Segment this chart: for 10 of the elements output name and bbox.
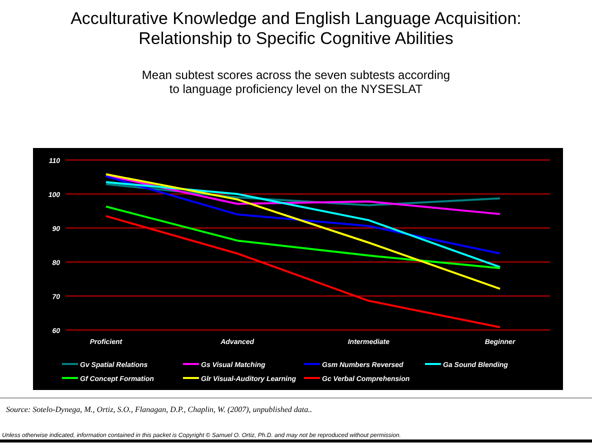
- line-series: [105, 206, 501, 270]
- line-series: [105, 183, 501, 206]
- source-note: Source: Sotelo-Dynega, M., Ortiz, S.O., Flanagan, D.P., Chaplin, W. (2007), unpublished data..: [6, 405, 312, 414]
- chart-subtitle: Mean subtest scores across the seven subtests according to language proficiency level on the NYSESLAT: [142, 68, 450, 96]
- line-series: [105, 174, 501, 216]
- chart-title: Acculturative Knowledge and English Language Acquisition: Relationship to Specific Cognitive Abilities: [70, 9, 522, 48]
- line-series: [105, 215, 501, 328]
- line-series: [105, 173, 501, 290]
- line-series: [105, 175, 501, 254]
- line-series: [105, 181, 501, 268]
